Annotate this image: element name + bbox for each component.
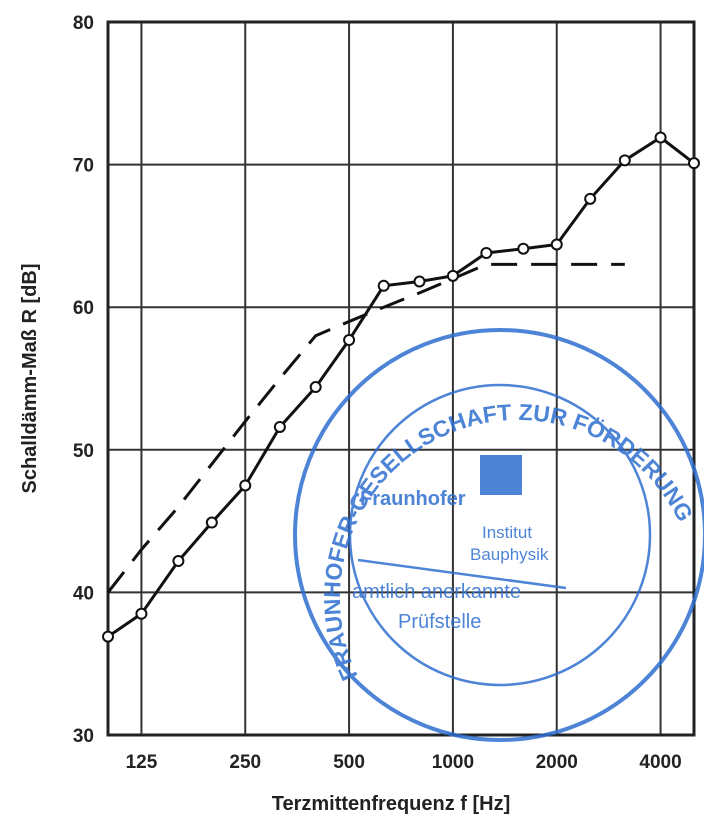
data-point	[654, 131, 667, 144]
official-stamp: FRAUNHOFER-GESELLSCHAFT ZUR FÖRDERUNG DE…	[0, 0, 704, 742]
y-tick-label: 60	[73, 298, 94, 319]
data-point	[172, 555, 185, 568]
data-point	[446, 269, 459, 282]
x-tick-labels: 125 250 500 1000 2000 4000	[126, 752, 682, 773]
plot-frame	[106, 20, 696, 737]
x-tick-label: 500	[333, 752, 365, 773]
data-point	[688, 157, 700, 170]
data-point	[584, 192, 597, 205]
y-tick-label: 50	[73, 441, 94, 462]
data-point	[239, 479, 252, 492]
data-point	[550, 238, 563, 251]
x-tick-label: 250	[229, 752, 261, 773]
stamp-line2: Prüfstelle	[398, 611, 481, 633]
data-point	[102, 630, 114, 643]
stamp-org: Fraunhofer	[360, 488, 466, 510]
x-tick-label: 4000	[639, 752, 681, 773]
data-point	[517, 242, 530, 255]
x-tick-label: 1000	[432, 752, 474, 773]
data-point	[618, 154, 631, 167]
data-point	[480, 247, 493, 260]
y-tick-label: 70	[73, 156, 94, 177]
x-tick-label: 125	[126, 752, 158, 773]
data-point	[309, 381, 322, 394]
measured-series	[102, 131, 700, 643]
data-point	[343, 333, 356, 346]
stamp-institut: Institut	[482, 523, 532, 542]
stamp-bauphysik: Bauphysik	[470, 545, 549, 564]
data-point	[273, 420, 286, 433]
data-point	[413, 275, 426, 288]
x-tick-label: 2000	[536, 752, 578, 773]
measured-line	[107, 135, 695, 638]
y-axis-label: Schalldämm-Maß R [dB]	[19, 263, 41, 493]
y-tick-label: 80	[73, 13, 94, 34]
data-point	[135, 607, 148, 620]
data-point	[205, 516, 218, 529]
stamp-line1: amtlich anerkannte	[352, 581, 521, 603]
fraunhofer-logo-icon	[480, 455, 522, 495]
x-axis-label: Terzmittenfrequenz f [Hz]	[272, 793, 511, 815]
y-tick-labels: 30 40 50 60 70 80	[73, 13, 94, 747]
data-point	[377, 279, 390, 292]
y-tick-label: 30	[73, 726, 94, 747]
y-tick-label: 40	[73, 583, 94, 604]
